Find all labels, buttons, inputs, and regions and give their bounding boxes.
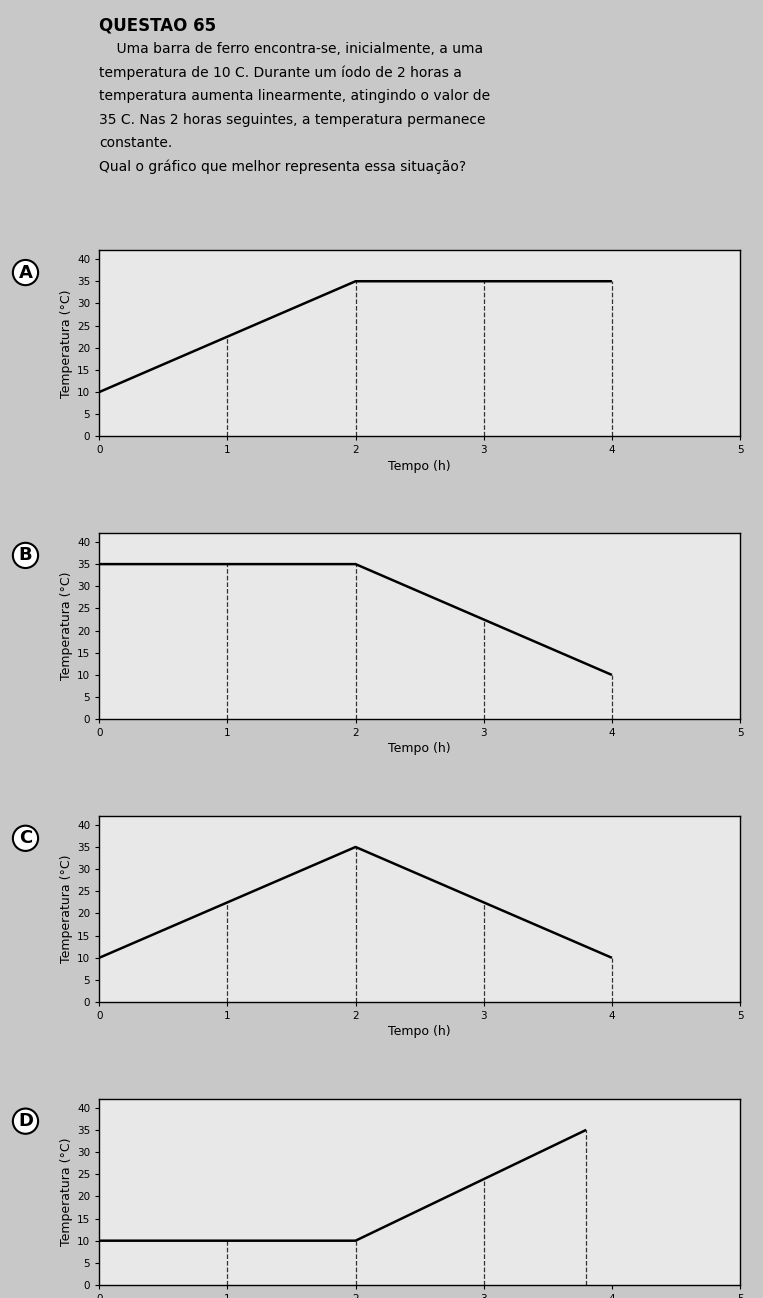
Text: 35 C. Nas 2 horas seguintes, a temperatura permanece: 35 C. Nas 2 horas seguintes, a temperatu… (99, 113, 486, 127)
X-axis label: Tempo (h): Tempo (h) (388, 1025, 451, 1038)
Text: Qual o gráfico que melhor representa essa situação?: Qual o gráfico que melhor representa ess… (99, 160, 466, 174)
Text: Uma barra de ferro encontra-se, inicialmente, a uma: Uma barra de ferro encontra-se, inicialm… (99, 43, 483, 56)
Text: D: D (18, 1112, 33, 1131)
Y-axis label: Temperatura (°C): Temperatura (°C) (60, 1137, 72, 1246)
Y-axis label: Temperatura (°C): Temperatura (°C) (60, 855, 72, 963)
X-axis label: Tempo (h): Tempo (h) (388, 459, 451, 472)
X-axis label: Tempo (h): Tempo (h) (388, 742, 451, 755)
Text: A: A (18, 263, 32, 282)
Y-axis label: Temperatura (°C): Temperatura (°C) (60, 289, 72, 397)
Text: temperatura aumenta linearmente, atingindo o valor de: temperatura aumenta linearmente, atingin… (99, 90, 491, 103)
Text: B: B (18, 546, 32, 565)
Y-axis label: Temperatura (°C): Temperatura (°C) (60, 572, 72, 680)
Text: C: C (19, 829, 32, 848)
Text: constante.: constante. (99, 136, 172, 151)
Text: QUESTAO 65: QUESTAO 65 (99, 17, 217, 35)
Text: temperatura de 10 C. Durante um íodo de 2 horas a: temperatura de 10 C. Durante um íodo de … (99, 66, 462, 80)
